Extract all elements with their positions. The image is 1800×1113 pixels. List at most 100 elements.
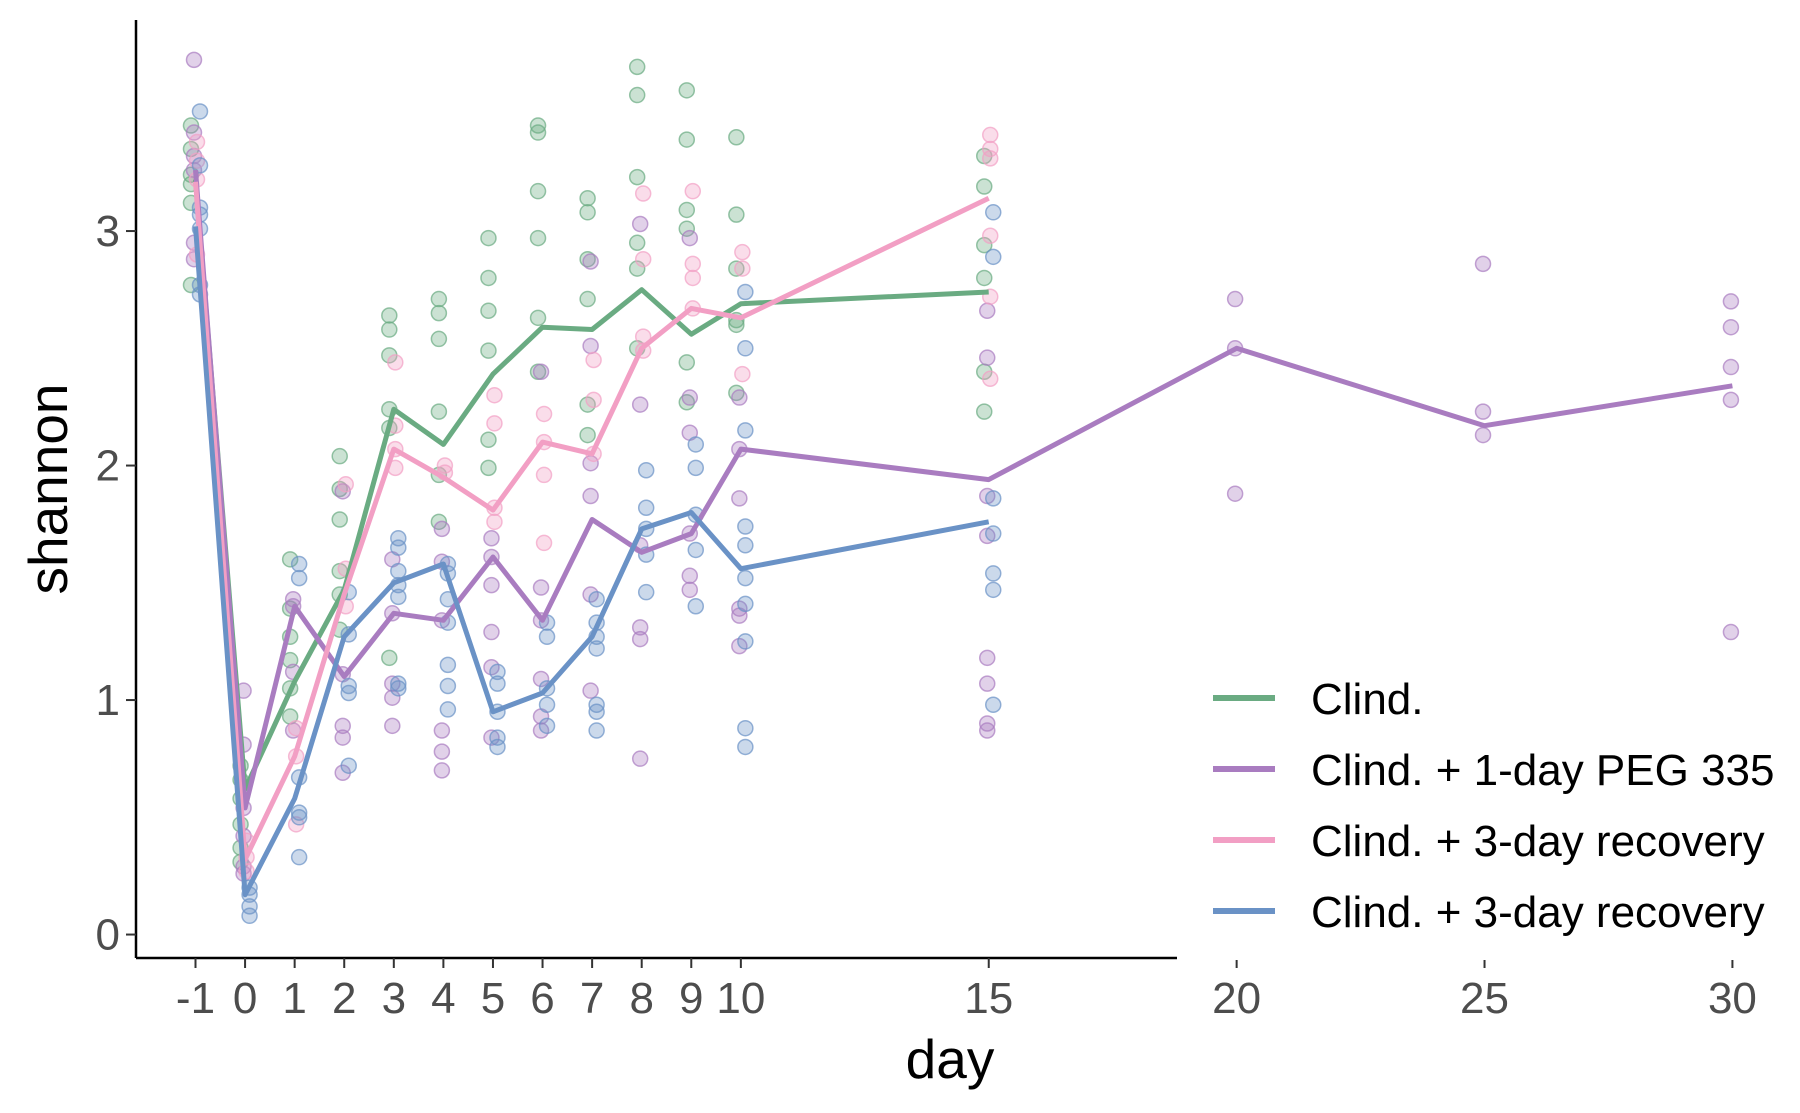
data-point-series-2 (433, 762, 451, 779)
data-point-series-4 (737, 422, 754, 439)
data-point-series-1 (579, 204, 596, 221)
data-point-series-3 (684, 255, 702, 273)
data-point-series-4 (687, 436, 705, 453)
data-point-series-4 (737, 283, 754, 301)
data-point-series-1 (529, 229, 547, 247)
data-point-series-2 (978, 349, 996, 366)
data-point-series-1 (678, 82, 696, 99)
data-point-series-2 (1722, 391, 1740, 409)
data-point-series-2 (483, 576, 500, 594)
series-line-1 (193, 179, 989, 792)
x-tick-label: 15 (964, 974, 1013, 1023)
data-point-series-2 (978, 649, 996, 667)
data-point-series-2 (681, 229, 699, 247)
data-point-series-1 (728, 260, 745, 277)
data-point-series-1 (529, 309, 547, 327)
data-point-series-3 (734, 260, 751, 277)
x-tick-label: 8 (629, 974, 653, 1023)
data-point-series-1 (430, 290, 448, 308)
y-tick-label: 3 (96, 207, 120, 256)
data-point-series-4 (588, 590, 605, 608)
data-point-series-4 (538, 717, 556, 735)
data-point-series-1 (480, 459, 497, 477)
data-point-series-4 (687, 459, 705, 477)
data-point-series-1 (430, 304, 448, 322)
data-point-series-1 (678, 201, 696, 219)
data-point-series-2 (582, 253, 599, 270)
data-point-series-2 (1722, 293, 1740, 310)
data-point-series-2 (384, 717, 401, 735)
x-tick-label: 0 (233, 974, 257, 1023)
data-point-series-4 (737, 595, 754, 613)
data-point-series-4 (390, 562, 407, 580)
data-point-series-1 (579, 290, 596, 308)
y-axis-title: shannon (17, 383, 79, 594)
legend-label-4: Clind. + 3-day recovery (1311, 888, 1765, 937)
data-point-series-1 (480, 302, 497, 320)
data-point-series-4 (637, 499, 655, 517)
data-point-series-2 (1474, 403, 1492, 420)
data-point-series-4 (538, 696, 556, 713)
x-tick-label: 4 (431, 974, 455, 1023)
data-point-series-3 (634, 250, 652, 268)
data-point-series-2 (681, 581, 699, 599)
data-point-series-2 (731, 490, 748, 507)
data-point-series-2 (631, 750, 649, 767)
data-point-series-2 (433, 743, 451, 760)
data-point-series-4 (984, 248, 1002, 266)
data-point-series-3 (981, 227, 999, 244)
data-point-series-4 (390, 680, 407, 697)
data-point-series-2 (532, 579, 550, 596)
data-point-series-1 (480, 269, 497, 287)
data-point-series-2 (582, 337, 599, 355)
y-tick-label: 1 (96, 676, 120, 725)
data-point-series-1 (678, 131, 696, 148)
data-point-series-4 (588, 722, 605, 739)
data-point-series-1 (480, 229, 497, 247)
data-point-series-1 (579, 426, 596, 444)
data-point-series-3 (486, 386, 503, 404)
data-point-series-2 (384, 689, 401, 706)
data-point-series-3 (188, 133, 206, 151)
data-point-series-2 (631, 630, 649, 648)
data-point-series-4 (191, 103, 209, 120)
data-point-series-4 (439, 701, 457, 718)
data-point-series-1 (628, 168, 646, 186)
data-point-series-4 (984, 565, 1002, 582)
data-point-series-3 (535, 405, 553, 423)
data-point-series-4 (637, 461, 655, 479)
data-point-series-4 (737, 518, 754, 535)
data-point-series-1 (975, 403, 993, 420)
data-point-series-1 (331, 447, 348, 465)
data-point-series-4 (290, 848, 308, 866)
data-point-series-2 (582, 682, 599, 699)
data-point-series-4 (984, 490, 1002, 507)
data-point-series-1 (628, 58, 646, 76)
data-point-series-1 (728, 129, 745, 146)
x-tick-label: 6 (530, 974, 554, 1023)
data-point-series-3 (684, 269, 702, 287)
data-point-series-4 (290, 569, 308, 587)
data-point-series-2 (483, 529, 500, 547)
data-point-series-4 (984, 204, 1002, 221)
data-point-series-2 (1722, 318, 1740, 336)
data-point-series-3 (535, 466, 553, 484)
data-point-series-1 (381, 321, 398, 338)
data-point-series-2 (433, 520, 451, 538)
data-point-series-4 (489, 675, 506, 692)
data-point-series-1 (579, 189, 596, 207)
data-point-series-2 (681, 567, 699, 585)
data-point-series-2 (978, 302, 996, 320)
data-point-series-3 (585, 351, 602, 369)
data-point-series-2 (978, 675, 996, 692)
data-point-series-3 (634, 185, 652, 202)
legend-label-1: Clind. (1311, 675, 1424, 724)
x-tick-label: 10 (716, 974, 765, 1023)
lines-layer (193, 169, 1733, 898)
data-point-series-1 (529, 182, 547, 200)
data-point-series-3 (981, 370, 999, 388)
data-point-series-1 (381, 307, 398, 324)
x-tick-label: 7 (580, 974, 604, 1023)
data-point-series-4 (191, 157, 209, 174)
data-point-series-4 (489, 738, 506, 756)
